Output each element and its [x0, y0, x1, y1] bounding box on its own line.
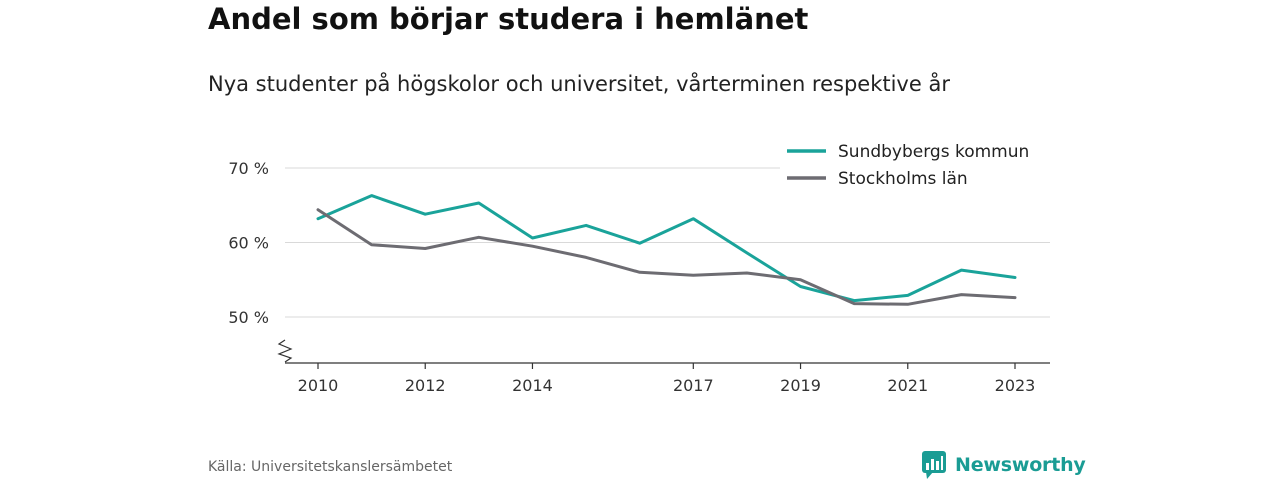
x-axis: [277, 339, 1050, 364]
series-line-0: [316, 194, 1017, 303]
x-tick-label: 2012: [405, 376, 446, 395]
legend-label: Sundbybergs kommun: [838, 142, 1029, 162]
series-lines: [316, 194, 1017, 306]
source-note: Källa: Universitetskanslersämbetet: [208, 459, 453, 475]
brand-name: Newsworthy: [955, 454, 1086, 476]
x-tick-label: 2021: [887, 376, 928, 395]
y-tick-label: 50 %: [228, 308, 269, 327]
legend-background: [780, 137, 1050, 193]
newsworthy-logo-icon: [922, 451, 946, 479]
chart-title: Andel som börjar studera i hemlänet: [208, 2, 809, 36]
x-tick-label: 2023: [995, 376, 1036, 395]
legend-label: Stockholms län: [838, 169, 968, 189]
x-tick-label: 2019: [780, 376, 821, 395]
chart-subtitle: Nya studenter på högskolor och universit…: [208, 72, 950, 96]
x-axis-ticks: 2010 2012 2014 2017 2019 2021 2023: [298, 363, 1036, 395]
y-axis-ticks: 50 % 60 % 70 %: [228, 159, 269, 327]
legend: Sundbybergs kommun Stockholms län: [780, 137, 1050, 193]
x-tick-label: 2017: [673, 376, 714, 395]
axis-break-icon: [277, 339, 293, 363]
series-line-1: [316, 208, 1017, 306]
x-tick-label: 2014: [512, 376, 553, 395]
y-tick-label: 70 %: [228, 159, 269, 178]
brand-logo: Newsworthy: [921, 450, 1086, 480]
x-tick-label: 2010: [298, 376, 339, 395]
y-tick-label: 60 %: [228, 234, 269, 253]
